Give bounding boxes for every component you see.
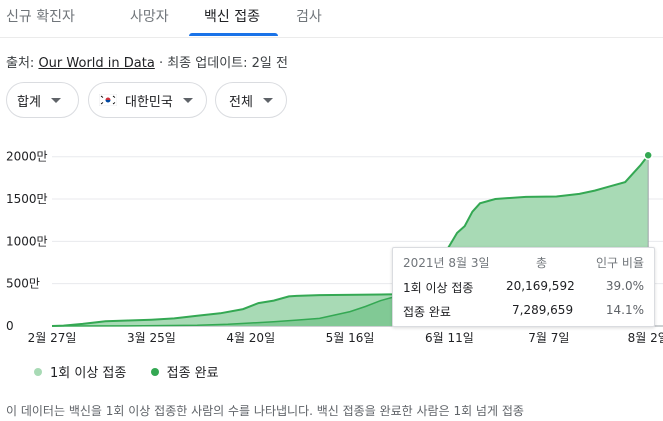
korea-flag-icon — [99, 94, 117, 106]
active-tab-indicator — [189, 33, 278, 36]
tooltip-row-pct: 14.1% — [605, 303, 644, 317]
x-tick-label: 4월 20일 — [226, 331, 275, 345]
country-dropdown[interactable]: 대한민국 — [88, 82, 207, 118]
legend-fully-vaccinated: 접종 완료 — [166, 366, 219, 381]
total-dropdown-label: 합계 — [17, 94, 41, 110]
y-tick-label: 0 — [6, 319, 14, 333]
chevron-down-icon — [262, 97, 273, 103]
tooltip-col-total: 총 — [536, 256, 548, 270]
source-link[interactable]: Our World in Data — [38, 56, 155, 71]
tab-new-cases[interactable]: 신규 확진자 — [6, 9, 75, 25]
x-tick-label: 7월 7일 — [528, 331, 569, 345]
chevron-down-icon — [182, 97, 193, 103]
y-tick-label: 1000만 — [6, 234, 48, 248]
tab-tests[interactable]: 검사 — [296, 9, 322, 25]
tab-vaccinations[interactable]: 백신 접종 — [204, 9, 260, 25]
tab-deaths[interactable]: 사망자 — [130, 9, 169, 25]
chart-legend: 1회 이상 접종 접종 완료 — [34, 362, 219, 381]
x-tick-label: 3월 25일 — [127, 331, 176, 345]
tooltip-row-pct: 39.0% — [605, 279, 644, 293]
chevron-down-icon — [50, 97, 61, 103]
chart-tooltip: 2021년 8월 3일 총 인구 비율 1회 이상 접종 20,169,592 … — [392, 247, 655, 327]
tooltip-row-label: 접종 완료 — [403, 305, 451, 319]
scope-dropdown-label: 전체 — [229, 94, 253, 110]
tooltip-row-total: 7,289,659 — [512, 303, 574, 317]
y-tick-label: 1500만 — [6, 192, 48, 206]
source-line: 출처: Our World in Data · 최종 업데이트: 2일 전 — [6, 52, 288, 71]
legend-first-dose: 1회 이상 접종 — [50, 366, 127, 381]
tooltip-row-total: 20,169,592 — [506, 279, 575, 293]
tooltip-row-label: 1회 이상 접종 — [403, 281, 474, 295]
y-tick-label: 500만 — [6, 277, 40, 291]
x-tick-label: 5월 16일 — [326, 331, 375, 345]
tooltip-col-pct: 인구 비율 — [596, 256, 644, 270]
total-dropdown[interactable]: 합계 — [6, 82, 79, 118]
x-tick-label: 2월 27일 — [28, 331, 77, 345]
country-dropdown-label: 대한민국 — [125, 94, 173, 110]
last-updated: · 최종 업데이트: 2일 전 — [158, 56, 288, 71]
tooltip-date: 2021년 8월 3일 — [403, 256, 490, 270]
source-prefix: 출처: — [6, 56, 35, 71]
y-axis-ticks: 0 500만 1000만 1500만 2000만 — [6, 150, 48, 333]
scope-dropdown[interactable]: 전체 — [215, 82, 287, 118]
chart-footnote: 이 데이터는 백신을 1회 이상 접종한 사람의 수를 나타냅니다. 백신 접종… — [6, 404, 524, 418]
legend-first-dose-swatch — [34, 368, 42, 376]
x-axis-ticks: 2월 27일 3월 25일 4월 20일 5월 16일 6월 11일 7월 7일 8월 2일 — [28, 331, 663, 345]
x-tick-label: 6월 11일 — [425, 331, 474, 345]
x-tick-label: 8월 2일 — [628, 331, 663, 345]
legend-fully-vaccinated-swatch — [150, 368, 159, 376]
tab-bar: 신규 확진자 사망자 백신 접종 검사 — [0, 0, 663, 38]
hover-point — [643, 150, 653, 161]
y-tick-label: 2000만 — [6, 150, 48, 164]
